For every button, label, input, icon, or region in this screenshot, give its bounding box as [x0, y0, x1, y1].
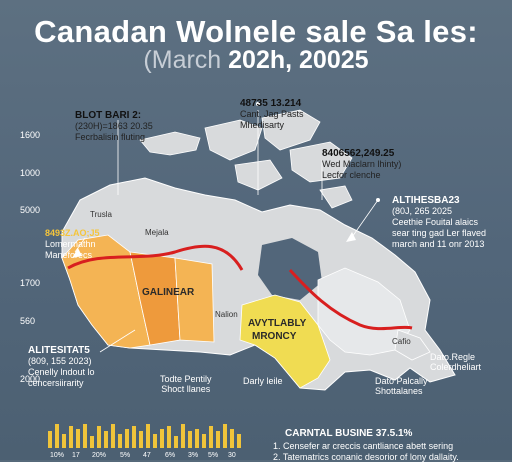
region-label-datopalcally: Dato Palcally Shottalanes — [375, 376, 428, 396]
y-tick-label: 1600 — [20, 130, 41, 140]
y-tick-label: 2000 — [20, 374, 41, 384]
mini-bar — [160, 429, 164, 448]
mini-bar — [188, 431, 192, 448]
region-label-ontario: AVYTLABLY — [248, 318, 307, 329]
region-label-cafio: Cafio — [392, 337, 411, 346]
annotation-right-mid: 8406562,249.25 Wed Maclarn lhinty) Lecfo… — [322, 148, 402, 180]
trend-line-east — [288, 268, 413, 331]
mini-bar — [209, 426, 213, 448]
footer-item-1: 1. Censefer ar creccis cantliance abett … — [273, 441, 454, 451]
mini-chart-tick: 47 — [143, 452, 151, 459]
mini-chart-tick: 20% — [92, 452, 107, 459]
mini-chart-tick: 5% — [208, 452, 219, 459]
footer-title: CARNTAL BUSINE 37.5.1% — [285, 428, 413, 439]
mini-bar — [90, 436, 94, 448]
y-tick-label: 1000 — [20, 168, 41, 178]
mini-bar — [111, 424, 115, 448]
mini-bar — [125, 429, 129, 448]
region-label-galinear: GALINEAR — [142, 287, 195, 298]
region-bc — [61, 234, 151, 349]
region-atlantic — [394, 329, 431, 361]
mini-bar — [118, 434, 122, 448]
region-label-datoregle: Dato.Regle Colerdheliart — [430, 352, 482, 372]
mini-bar — [230, 429, 234, 448]
mini-chart-tick: 5% — [120, 452, 131, 459]
mini-bar — [76, 429, 80, 448]
mini-bar — [55, 424, 59, 448]
mini-bar — [202, 434, 206, 448]
annotation-top-left: BLOT BARI 2: (230H)=1863 20.35 Fecrbalis… — [75, 110, 153, 142]
arctic-islands — [139, 109, 353, 209]
mini-bar — [237, 434, 241, 448]
region-label-todte: Todte Pentily Shoct llanes — [160, 374, 212, 394]
mini-bar — [132, 426, 136, 448]
mini-bar — [97, 426, 101, 448]
mini-chart-tick: 3% — [188, 452, 199, 459]
region-ontario — [239, 294, 331, 389]
mini-bar — [69, 426, 73, 448]
mini-chart-tick: 10% — [50, 452, 65, 459]
annotation-right-big: ALTIHESBA23 (80J, 265 2025 Ceethie Fouit… — [392, 195, 487, 249]
mini-bar — [139, 431, 143, 448]
mini-bar — [167, 426, 171, 448]
trend-line-west — [67, 244, 244, 271]
region-saskatchewan — [174, 257, 215, 343]
mini-chart-tick: 30 — [228, 452, 236, 459]
mini-bar — [62, 434, 66, 448]
footer-item-2: 2. Tatematrics conanic desorior of lony … — [273, 452, 459, 462]
region-label-darly: Darly leile — [243, 376, 283, 386]
annotation-left-mid: 8493Z.AO;J5 Lomermathn Maneforecs — [45, 228, 100, 260]
y-tick-label: 5000 — [20, 205, 41, 215]
region-label-majala: Mejala — [145, 228, 169, 237]
region-alberta — [129, 251, 181, 346]
mini-chart-tick: 6% — [165, 452, 176, 459]
page-title: Canadan Wolnele sale Sa les: — [34, 14, 478, 49]
mini-bar-chart — [48, 424, 241, 448]
region-label-trusla: Trusla — [90, 210, 112, 219]
annotation-top-center: 48735 13.214 Cant, Jag Pasts Mhedisarty — [240, 98, 304, 130]
mini-bar — [48, 431, 52, 448]
mini-bar — [174, 436, 178, 448]
subtitle-strong: 202h, 20025 — [228, 46, 369, 74]
mini-bar — [83, 424, 87, 448]
mini-chart-tick: 17 — [72, 452, 80, 459]
y-tick-label: 1700 — [20, 278, 41, 288]
region-label-ontario-2: MRONCY — [252, 331, 297, 342]
region-label-nalion: Nalion — [215, 310, 238, 319]
annotation-left-bottom: ALITESITAT5 (809, 155 2023) Cenelly lndo… — [28, 345, 95, 388]
mini-bar — [104, 431, 108, 448]
hudson-bay — [258, 238, 322, 300]
mini-bar — [223, 424, 227, 448]
mini-bar — [195, 429, 199, 448]
mini-bar — [181, 424, 185, 448]
page-subtitle: (March 202h, 20025 — [0, 46, 512, 75]
subtitle-muted: (March — [143, 46, 229, 74]
mini-bar — [146, 424, 150, 448]
mini-bar — [216, 431, 220, 448]
y-tick-label: 560 — [20, 316, 36, 326]
mini-bar — [153, 434, 157, 448]
